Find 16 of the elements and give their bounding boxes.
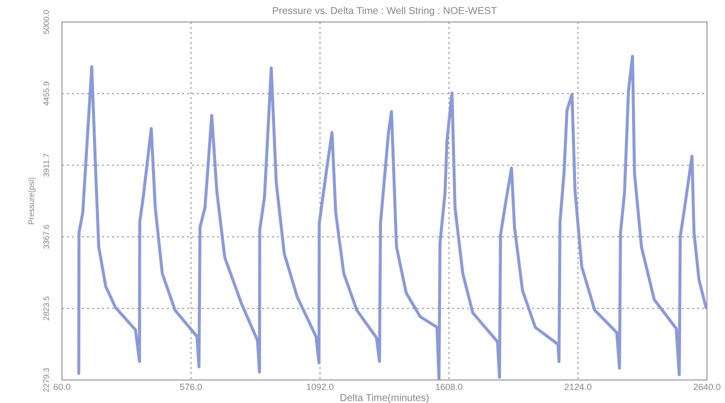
x-axis-title: Delta Time(minutes) [340,393,430,403]
x-tick-label: 576.0 [180,382,202,392]
line-series [77,54,708,380]
x-tick-label: 2640.0 [693,382,721,392]
y-axis-title: Pressure(psi) [27,176,36,225]
y-tick-label: 4455.9 [42,80,51,106]
x-tick-label: 2124.0 [564,382,592,392]
x-tick-label: 1608.0 [435,382,463,392]
x-tick-label: 1092.0 [306,382,334,392]
chart-title: Pressure vs. Delta Time : Well String : NOE-WEST [272,6,497,17]
y-tick-label: 5000.0 [42,9,51,34]
y-tick-label: 2279.3 [42,367,51,392]
x-tick-label: 60.0 [53,382,71,392]
y-tick-label: 3911.7 [42,152,51,178]
y-tick-label: 3367.6 [42,224,51,250]
y-tick-label: 2823.5 [42,296,51,321]
